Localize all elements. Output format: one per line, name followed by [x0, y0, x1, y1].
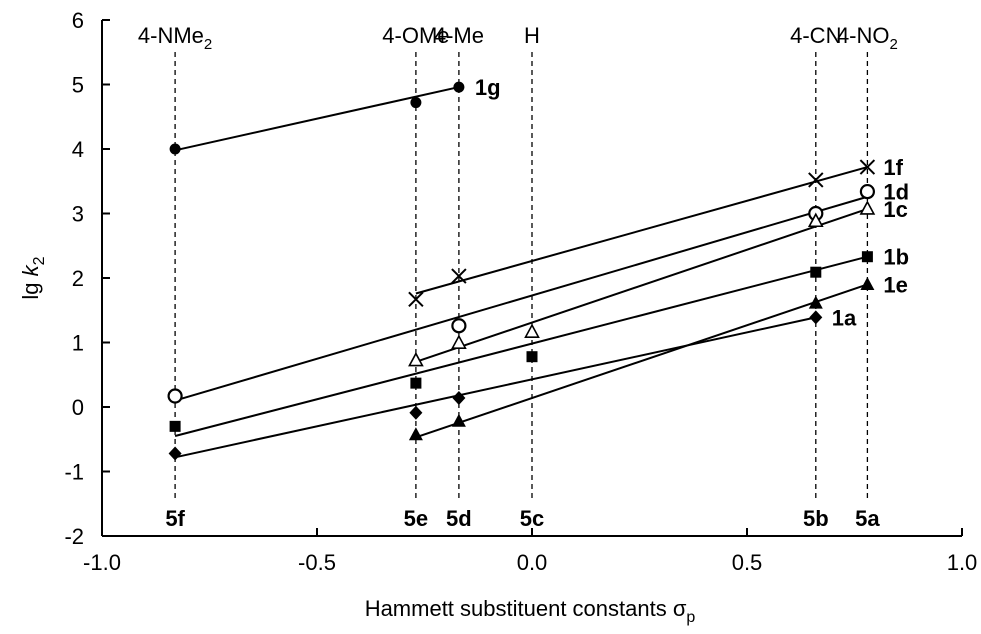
x-tick-label: -1.0 [83, 550, 121, 575]
data-point-1a [452, 390, 466, 405]
substituent-label-subscript: 2 [890, 36, 898, 53]
series-label-1b: 1b [883, 245, 909, 270]
data-points [167, 81, 876, 461]
data-point-1c [451, 334, 467, 349]
substituent-label-4-cn: 4-CN [790, 23, 841, 48]
substituent-label-text: 4-NMe [138, 23, 204, 48]
y-tick-label: -1 [64, 460, 84, 485]
fit-lines [174, 86, 868, 459]
data-point-1e [860, 276, 875, 290]
fit-line-1f [415, 166, 868, 295]
compound-label-5b: 5b [803, 506, 829, 531]
x-marker-stroke [451, 268, 467, 284]
y-tick-label: 1 [72, 331, 84, 356]
y-axis-title-sub: 2 [31, 256, 48, 265]
series-label-1e: 1e [883, 272, 907, 297]
series-label-1a: 1a [832, 305, 857, 330]
x-axis-title: Hammett substituent constants σp [365, 596, 696, 626]
y-tick-label: 4 [72, 137, 84, 162]
labels: 4-NMe25f4-OMe5e4-Me5dH5c4-CN5b4-NO25a1g1… [138, 23, 909, 531]
data-point-1d [167, 388, 183, 404]
substituent-label-h: H [524, 23, 540, 48]
series-label-1d: 1d [883, 180, 909, 205]
fit-line-1a [174, 316, 817, 459]
fit-line-1d [174, 195, 868, 402]
fit-line-1b [174, 255, 868, 437]
y-tick-label: 0 [72, 395, 84, 420]
substituent-label-4-ome: 4-OMe [382, 23, 449, 48]
y-tick-label: 5 [72, 73, 84, 98]
x-tick-label: 0.0 [517, 550, 548, 575]
data-point-1a [168, 446, 182, 461]
data-point-1g [453, 81, 465, 93]
y-tick-label: 6 [72, 8, 84, 33]
data-point-1c [408, 351, 424, 367]
y-ticks: -2 -1 0 1 2 3 4 5 6 [64, 8, 110, 549]
x-marker-stroke [408, 291, 424, 307]
data-point-1c [859, 200, 876, 215]
substituent-label-subscript: 2 [204, 36, 212, 53]
x-marker-stroke [808, 172, 824, 188]
y-tick-label: 3 [72, 202, 84, 227]
data-point-1e [451, 413, 466, 427]
substituent-reference-lines [174, 52, 869, 500]
fit-line-1c [415, 208, 868, 363]
data-point-1g [169, 143, 181, 155]
x-ticks: -1.0 -0.5 0.0 0.5 1.0 [83, 528, 977, 575]
substituent-label-4-me: 4-Me [434, 23, 484, 48]
compound-label-5a: 5a [855, 506, 880, 531]
series-label-1g: 1g [475, 75, 501, 100]
data-point-1a [809, 310, 823, 325]
data-point-1e [408, 427, 423, 441]
series-label-1f: 1f [883, 155, 903, 180]
compound-label-5d: 5d [446, 506, 472, 531]
data-point-1d [859, 183, 876, 200]
x-marker-stroke [859, 159, 876, 175]
fit-line-1e [415, 283, 868, 439]
x-tick-label: 0.5 [732, 550, 763, 575]
y-tick-label: 2 [72, 266, 84, 291]
data-point-1b [861, 251, 873, 263]
data-point-1f [451, 268, 467, 284]
data-point-1f [808, 172, 824, 188]
data-point-1a [409, 405, 423, 420]
y-axis-title: lg k2 [18, 256, 48, 299]
data-point-1f [859, 159, 876, 175]
fit-line-1g [174, 86, 460, 152]
y-tick-label: -2 [64, 524, 84, 549]
data-point-1g [410, 97, 422, 109]
series-label-1c: 1c [883, 197, 907, 222]
data-point-1d [451, 318, 467, 334]
compound-label-5c: 5c [520, 506, 544, 531]
x-tick-label: -0.5 [298, 550, 336, 575]
x-tick-label: 1.0 [947, 550, 978, 575]
substituent-label-4-no2: 4-NO2 [837, 23, 898, 53]
x-axis-title-main: Hammett substituent constants σ [365, 596, 687, 621]
data-point-1b [169, 420, 181, 432]
substituent-label-4-nme2: 4-NMe2 [138, 23, 212, 53]
compound-label-5e: 5e [404, 506, 428, 531]
data-point-1b [526, 351, 538, 363]
substituent-label-text: 4-NO [837, 23, 890, 48]
data-point-1b [410, 377, 422, 389]
data-point-1f [408, 291, 424, 307]
y-axis-title-italic: k [18, 264, 43, 276]
data-point-1b [810, 266, 822, 278]
data-point-1e [808, 295, 823, 309]
compound-label-5f: 5f [165, 506, 185, 531]
data-point-1c [524, 323, 540, 338]
x-axis-title-sub: p [686, 609, 695, 626]
y-axis-title-main: lg [18, 276, 43, 299]
data-point-1c [807, 212, 824, 228]
